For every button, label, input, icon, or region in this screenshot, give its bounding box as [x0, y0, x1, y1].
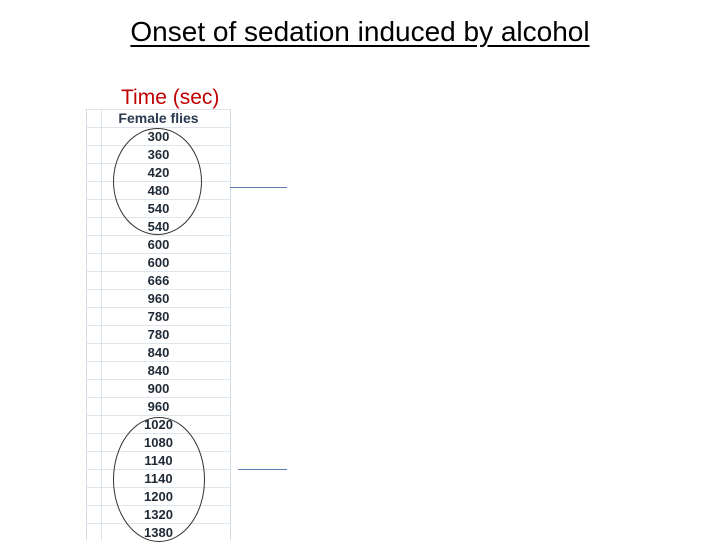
header-label: Female flies — [118, 110, 199, 126]
cell-value: 600 — [147, 237, 170, 252]
table-row: 600 — [87, 235, 230, 253]
cell-value: 840 — [147, 363, 170, 378]
slide-title: Onset of sedation induced by alcohol — [130, 16, 590, 47]
row-gutter — [87, 218, 102, 235]
row-gutter — [87, 398, 102, 415]
row-gutter — [87, 290, 102, 307]
row-gutter — [87, 326, 102, 343]
table-header: Female flies — [87, 109, 230, 127]
row-gutter — [87, 254, 102, 271]
cell-value: 960 — [147, 291, 170, 306]
row-gutter — [87, 128, 102, 145]
row-gutter — [87, 416, 102, 433]
row-gutter — [87, 182, 102, 199]
row-gutter — [87, 200, 102, 217]
cell-value: 600 — [147, 255, 170, 270]
table-row: 600 — [87, 253, 230, 271]
table-row: 900 — [87, 379, 230, 397]
cell-value: 960 — [147, 399, 170, 414]
row-gutter — [87, 488, 102, 505]
row-gutter — [87, 380, 102, 397]
table-row: 780 — [87, 307, 230, 325]
cell-value: 840 — [147, 345, 170, 360]
table-row: 960 — [87, 289, 230, 307]
upper-circle-annotation — [113, 128, 202, 235]
row-gutter — [87, 452, 102, 469]
row-gutter — [87, 434, 102, 451]
row-gutter — [87, 110, 102, 127]
row-gutter — [87, 524, 102, 541]
lower-circle-annotation — [113, 417, 205, 542]
time-label: Time (sec) — [121, 86, 220, 109]
lower-pointer-line — [238, 469, 287, 470]
upper-pointer-line — [230, 187, 287, 188]
cell-value: 780 — [147, 309, 170, 324]
row-gutter — [87, 308, 102, 325]
row-gutter — [87, 470, 102, 487]
cell-value: 666 — [147, 273, 170, 288]
table-row: 840 — [87, 343, 230, 361]
row-gutter — [87, 164, 102, 181]
table-row: 780 — [87, 325, 230, 343]
cell-value: 780 — [147, 327, 170, 342]
table-row: 840 — [87, 361, 230, 379]
row-gutter — [87, 344, 102, 361]
cell-value: 900 — [147, 381, 170, 396]
row-gutter — [87, 506, 102, 523]
row-gutter — [87, 236, 102, 253]
table-row: 960 — [87, 397, 230, 415]
table-row: 666 — [87, 271, 230, 289]
row-gutter — [87, 362, 102, 379]
row-gutter — [87, 272, 102, 289]
row-gutter — [87, 146, 102, 163]
